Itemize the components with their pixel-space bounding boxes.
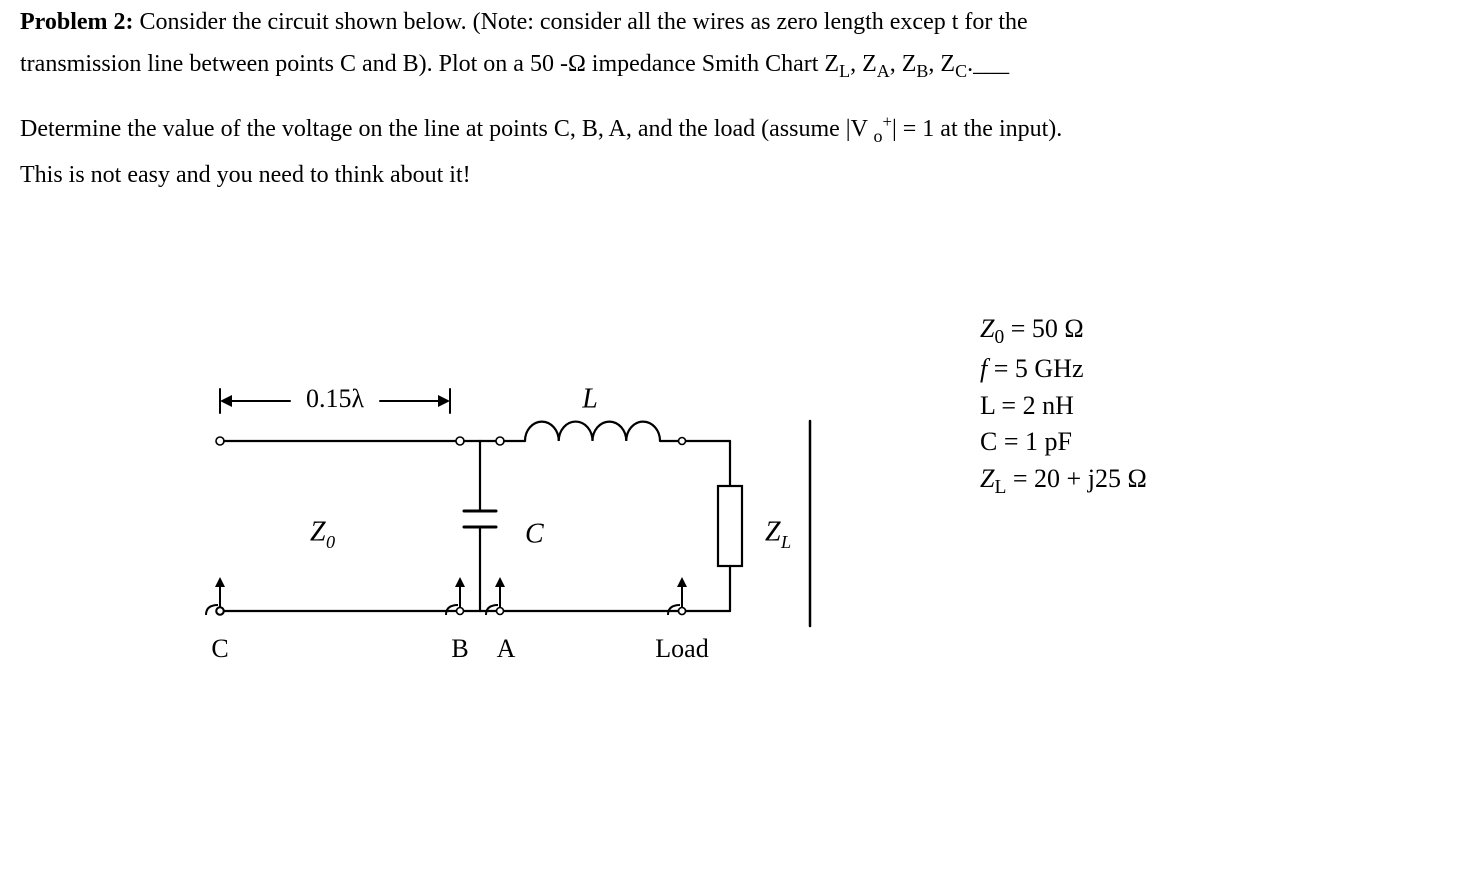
param-Z0: Z0 = 50 Ω bbox=[980, 311, 1147, 351]
problem-line-2: transmission line between points C and B… bbox=[20, 48, 1439, 83]
param-f: f = 5 GHz bbox=[980, 351, 1147, 387]
parameters-block: Z0 = 50 Ω f = 5 GHz L = 2 nH C = 1 pF ZL… bbox=[840, 311, 1147, 691]
svg-text:C: C bbox=[211, 634, 228, 663]
svg-text:Z: Z bbox=[765, 516, 781, 547]
problem-line-1: Problem 2: Consider the circuit shown be… bbox=[20, 6, 1439, 38]
problem-line-4: This is not easy and you need to think a… bbox=[20, 159, 1439, 191]
svg-text:A: A bbox=[497, 634, 516, 663]
svg-text:L: L bbox=[581, 383, 598, 414]
svg-text:0: 0 bbox=[326, 532, 335, 552]
svg-text:C: C bbox=[525, 518, 544, 549]
svg-text:Load: Load bbox=[655, 634, 708, 663]
svg-text:Z: Z bbox=[310, 516, 326, 547]
param-C: C = 1 pF bbox=[980, 424, 1147, 460]
svg-text:B: B bbox=[451, 634, 468, 663]
circuit-diagram: 0.15λCLZLZ0CBALoad bbox=[190, 311, 840, 691]
svg-text:L: L bbox=[780, 532, 791, 552]
svg-text:0.15λ: 0.15λ bbox=[306, 384, 365, 413]
problem-title: Problem 2: bbox=[20, 9, 134, 35]
problem-line-3: Determine the value of the voltage on th… bbox=[20, 111, 1439, 148]
param-L: L = 2 nH bbox=[980, 388, 1147, 424]
param-ZL: ZL = 20 + j25 Ω bbox=[980, 461, 1147, 501]
